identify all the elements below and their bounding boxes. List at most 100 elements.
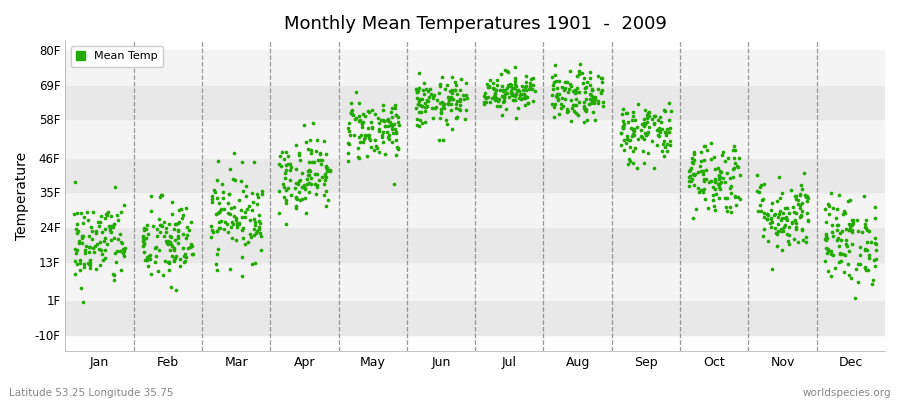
Point bbox=[154, 191, 168, 198]
Point bbox=[136, 238, 150, 244]
Point bbox=[821, 246, 835, 252]
Point bbox=[213, 218, 228, 224]
Point bbox=[842, 248, 857, 254]
Point bbox=[239, 206, 254, 212]
Point bbox=[238, 209, 252, 215]
Point bbox=[837, 252, 851, 258]
Point bbox=[658, 144, 672, 150]
Point bbox=[723, 175, 737, 182]
Point bbox=[104, 229, 119, 235]
Point bbox=[849, 266, 863, 272]
Point bbox=[156, 272, 170, 279]
Point bbox=[391, 119, 405, 126]
Point bbox=[711, 195, 725, 202]
Point bbox=[494, 112, 508, 118]
Point bbox=[113, 209, 128, 216]
Point bbox=[69, 210, 84, 216]
Point bbox=[582, 82, 597, 88]
Point bbox=[719, 204, 733, 210]
Point bbox=[712, 186, 726, 192]
Point bbox=[732, 155, 746, 162]
Point bbox=[549, 78, 563, 84]
Point bbox=[692, 163, 706, 169]
Point bbox=[521, 100, 535, 106]
Point bbox=[782, 224, 796, 230]
Point bbox=[224, 235, 238, 242]
Point bbox=[572, 68, 586, 74]
Point bbox=[90, 240, 104, 247]
Point bbox=[868, 234, 882, 241]
Point bbox=[618, 110, 633, 116]
Point bbox=[636, 123, 651, 130]
Point bbox=[158, 258, 172, 265]
Point bbox=[763, 220, 778, 227]
Point bbox=[226, 221, 240, 228]
Point bbox=[712, 172, 726, 178]
Point bbox=[795, 208, 809, 214]
Point bbox=[775, 214, 789, 221]
Point bbox=[662, 125, 677, 131]
Point bbox=[212, 199, 227, 206]
Point bbox=[428, 104, 443, 110]
Point bbox=[581, 101, 596, 108]
Point bbox=[504, 90, 518, 96]
Point bbox=[570, 72, 584, 79]
Point bbox=[171, 220, 185, 226]
Point bbox=[410, 88, 425, 94]
Point bbox=[662, 117, 676, 123]
Point bbox=[800, 194, 814, 201]
Point bbox=[555, 95, 570, 102]
Point bbox=[83, 257, 97, 263]
Point bbox=[86, 209, 100, 215]
Point bbox=[488, 94, 502, 100]
Point bbox=[706, 197, 721, 203]
Point bbox=[819, 236, 833, 243]
Point bbox=[245, 207, 259, 213]
Point bbox=[227, 150, 241, 156]
Point bbox=[374, 132, 389, 139]
Point bbox=[588, 96, 602, 102]
Point bbox=[71, 240, 86, 246]
Point bbox=[318, 173, 332, 179]
Point bbox=[352, 154, 366, 161]
Point bbox=[391, 146, 405, 152]
Point bbox=[683, 177, 698, 184]
Point bbox=[853, 244, 868, 250]
Point bbox=[212, 218, 226, 225]
Point bbox=[508, 75, 522, 82]
Point bbox=[289, 194, 303, 201]
Point bbox=[686, 214, 700, 221]
Point bbox=[546, 104, 561, 110]
Point bbox=[579, 84, 593, 90]
Point bbox=[505, 90, 519, 96]
Point bbox=[651, 132, 665, 138]
Point bbox=[70, 221, 85, 228]
Point bbox=[832, 251, 847, 258]
Point bbox=[106, 221, 121, 227]
Point bbox=[104, 237, 118, 243]
Point bbox=[410, 89, 424, 96]
Point bbox=[153, 194, 167, 200]
Point bbox=[793, 191, 807, 197]
Point bbox=[491, 98, 505, 104]
Point bbox=[341, 150, 356, 156]
Point bbox=[657, 107, 671, 114]
Point bbox=[757, 181, 771, 187]
Point bbox=[616, 106, 630, 113]
Point bbox=[760, 238, 775, 245]
Point bbox=[235, 272, 249, 279]
Point bbox=[623, 137, 637, 143]
Point bbox=[858, 246, 872, 253]
Point bbox=[822, 210, 836, 217]
Point bbox=[303, 146, 318, 153]
Point bbox=[757, 210, 771, 217]
Point bbox=[627, 117, 642, 123]
Point bbox=[253, 230, 267, 236]
Legend: Mean Temp: Mean Temp bbox=[71, 46, 164, 67]
Point bbox=[518, 101, 532, 108]
Point bbox=[320, 164, 334, 171]
Point bbox=[865, 276, 879, 283]
Point bbox=[723, 204, 737, 210]
Point bbox=[112, 248, 127, 254]
Point bbox=[208, 188, 222, 195]
